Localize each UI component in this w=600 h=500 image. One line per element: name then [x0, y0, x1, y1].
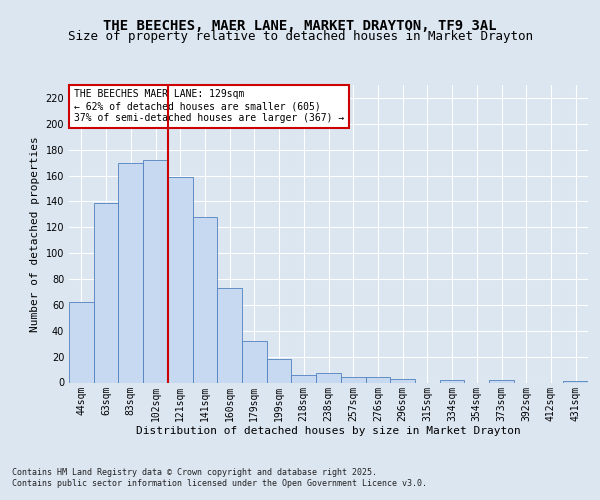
Text: THE BEECHES MAER LANE: 129sqm
← 62% of detached houses are smaller (605)
37% of : THE BEECHES MAER LANE: 129sqm ← 62% of d…	[74, 90, 344, 122]
Text: THE BEECHES, MAER LANE, MARKET DRAYTON, TF9 3AL: THE BEECHES, MAER LANE, MARKET DRAYTON, …	[103, 18, 497, 32]
Bar	[365, 378, 390, 382]
Bar	[440, 380, 464, 382]
Bar	[242, 341, 267, 382]
Bar	[193, 217, 217, 382]
Text: Size of property relative to detached houses in Market Drayton: Size of property relative to detached ho…	[67, 30, 533, 43]
Bar	[267, 359, 292, 382]
Bar	[143, 160, 168, 382]
Y-axis label: Number of detached properties: Number of detached properties	[30, 136, 40, 332]
Bar	[563, 381, 588, 382]
Bar	[168, 177, 193, 382]
Bar	[292, 374, 316, 382]
X-axis label: Distribution of detached houses by size in Market Drayton: Distribution of detached houses by size …	[136, 426, 521, 436]
Bar	[316, 374, 341, 382]
Bar	[341, 378, 365, 382]
Text: Contains HM Land Registry data © Crown copyright and database right 2025.
Contai: Contains HM Land Registry data © Crown c…	[12, 468, 427, 487]
Bar	[69, 302, 94, 382]
Bar	[489, 380, 514, 382]
Bar	[118, 162, 143, 382]
Bar	[94, 202, 118, 382]
Bar	[217, 288, 242, 382]
Bar	[390, 378, 415, 382]
